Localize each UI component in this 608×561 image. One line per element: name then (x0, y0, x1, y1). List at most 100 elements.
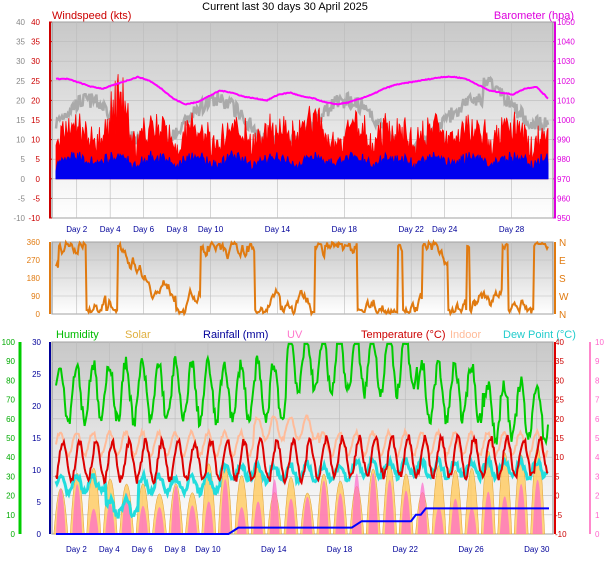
wind-dir-tick-label: -10 (13, 214, 25, 223)
rain-tick-label: 30 (32, 338, 41, 347)
baro-tick-label: 970 (557, 175, 571, 184)
x-tick-label: Day 18 (332, 225, 358, 234)
x-tick-label: Day 30 (524, 545, 550, 554)
solar-hump (464, 468, 480, 535)
uv-hump (88, 508, 99, 534)
uv-hump (55, 488, 66, 534)
x-tick-label: Day 14 (265, 225, 291, 234)
uv-tick-label: 3 (595, 472, 600, 481)
wind-dir-tick-label: 5 (21, 155, 26, 164)
series-layer (53, 74, 550, 535)
wind-dir-tick-label: 15 (16, 116, 25, 125)
temperature-tick-label: 0 (555, 492, 560, 501)
uv-hump (466, 507, 477, 534)
direction-tick-label: 180 (27, 274, 41, 283)
wind-dir-tick-label: 25 (16, 77, 25, 86)
uv-tick-label: 1 (595, 511, 600, 520)
x-tick-label: Day 8 (165, 545, 186, 554)
baro-tick-label: 990 (557, 136, 571, 145)
solar-hump (497, 452, 512, 535)
uv-hump (401, 490, 411, 534)
uv-hump (483, 491, 494, 534)
uv-hump (220, 479, 231, 534)
humidity-tick-label: 30 (6, 472, 15, 481)
x-tick-label: Day 24 (432, 225, 458, 234)
wind-dir-tick-label: 10 (16, 136, 25, 145)
humidity-tick-label: 80 (6, 376, 15, 385)
wind-dir-tick-label: 30 (16, 57, 25, 66)
wind-dir-tick-label: 20 (16, 96, 25, 105)
wind-tick-label: 0 (36, 175, 41, 184)
temperature-tick-label: 35 (555, 357, 564, 366)
baro-tick-label: 980 (557, 155, 571, 164)
wind-dir-tick-label: 35 (16, 38, 25, 47)
wind-direction-line (55, 239, 549, 317)
legend-rainfall: Rainfall (mm) (203, 329, 268, 341)
uv-hump (203, 501, 214, 534)
direction-tick-label: 0 (36, 310, 41, 319)
uv-tick-label: 2 (595, 492, 600, 501)
uv-tick-label: 10 (595, 338, 604, 347)
uv-hump (154, 507, 165, 534)
wind-average-series (55, 150, 549, 180)
uv-hump (417, 482, 428, 534)
x-tick-label: Day 22 (399, 225, 425, 234)
rain-tick-label: 20 (32, 402, 41, 411)
humidity-tick-label: 0 (11, 530, 16, 539)
temperature-tick-label: 15 (555, 434, 564, 443)
legend-dewpoint: Dew Point (°C) (503, 329, 576, 341)
humidity-tick-label: 20 (6, 492, 15, 501)
uv-hump (499, 496, 510, 534)
rain-tick-label: 15 (32, 434, 41, 443)
x-tick-label: Day 10 (198, 225, 224, 234)
temperature-series (55, 432, 549, 486)
barometer-series (55, 75, 549, 106)
humidity-series (55, 342, 549, 447)
compass-tick-label: W (559, 292, 569, 303)
wind-tick-label: 20 (31, 96, 40, 105)
baro-tick-label: 1010 (557, 96, 575, 105)
baro-tick-label: 960 (557, 194, 571, 203)
x-tick-label: Day 4 (100, 225, 121, 234)
compass-tick-label: E (559, 256, 566, 267)
wind-dir-tick-label: 0 (21, 175, 26, 184)
barometer-axis-label: Barometer (hpa) (494, 10, 574, 22)
uv-tick-label: 8 (595, 376, 600, 385)
baro-tick-label: 1050 (557, 18, 575, 27)
wind-dir-tick-label: -5 (18, 194, 26, 203)
x-tick-label: Day 18 (327, 545, 353, 554)
uv-hump (72, 484, 83, 534)
wind-tick-label: 15 (31, 116, 40, 125)
uv-hump (335, 493, 346, 534)
x-tick-label: Day 26 (458, 545, 484, 554)
legend-temperature: Temperature (°C) (361, 329, 445, 341)
compass-tick-label: S (559, 274, 566, 285)
rain-tick-label: 5 (37, 498, 42, 507)
x-tick-label: Day 8 (167, 225, 188, 234)
humidity-tick-label: 70 (6, 396, 15, 405)
direction-tick-label: 270 (27, 256, 41, 265)
x-tick-label: Day 4 (99, 545, 120, 554)
temperature-tick-label: 10 (555, 453, 564, 462)
temperature-tick-label: 5 (555, 472, 560, 481)
uv-hump (187, 505, 198, 534)
wind-tick-label: -5 (33, 194, 41, 203)
wind-tick-label: 40 (31, 18, 40, 27)
x-tick-label: Day 2 (66, 545, 87, 554)
uv-hump (253, 501, 264, 534)
legend-indoor: Indoor (450, 329, 482, 341)
x-tick-label: Day 28 (499, 225, 525, 234)
x-tick-label: Day 10 (195, 545, 221, 554)
humidity-tick-label: 50 (6, 434, 15, 443)
chart-title: Current last 30 days 30 April 2025 (202, 1, 368, 13)
indoor-temp-series (55, 414, 549, 461)
solar-hump (234, 475, 249, 535)
temperature-tick-label: 25 (555, 396, 564, 405)
uv-hump (105, 503, 116, 534)
baro-tick-label: 1030 (557, 57, 575, 66)
uv-tick-label: 9 (595, 357, 600, 366)
wind-tick-label: 10 (31, 136, 40, 145)
uv-hump (171, 485, 181, 534)
wind-tick-label: 30 (31, 57, 40, 66)
